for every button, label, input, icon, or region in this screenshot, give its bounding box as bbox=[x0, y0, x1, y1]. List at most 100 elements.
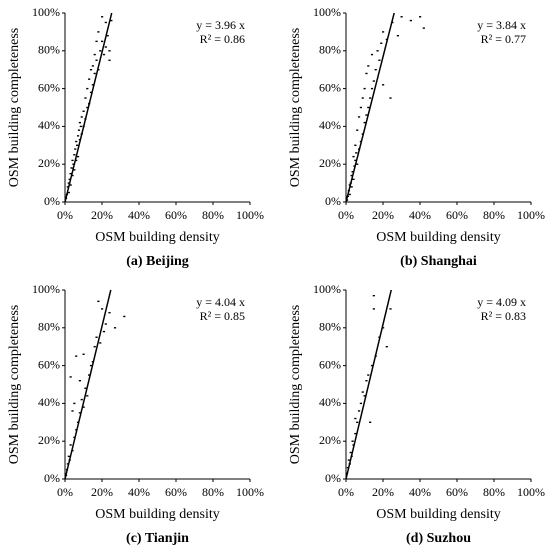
point bbox=[354, 417, 357, 420]
point bbox=[110, 19, 113, 22]
y-axis-label: OSM building completeness bbox=[7, 28, 22, 187]
point bbox=[347, 459, 350, 461]
point bbox=[367, 374, 370, 376]
x-tick-label: 100% bbox=[517, 485, 545, 499]
point bbox=[80, 116, 83, 118]
trendline bbox=[345, 289, 392, 480]
x-tick-label: 60% bbox=[165, 485, 187, 499]
y-tick-label: 100% bbox=[313, 282, 341, 296]
point bbox=[77, 129, 81, 131]
point bbox=[363, 121, 366, 124]
y-tick-label: 100% bbox=[32, 282, 60, 296]
point bbox=[104, 21, 107, 24]
point bbox=[372, 294, 375, 297]
x-tick-label: 80% bbox=[202, 208, 224, 222]
point bbox=[95, 59, 98, 61]
y-tick-label: 60% bbox=[319, 80, 341, 94]
point bbox=[372, 308, 375, 310]
point bbox=[99, 342, 102, 344]
point bbox=[367, 65, 370, 67]
panel-title: (a) Beijing bbox=[126, 254, 189, 269]
x-tick-label: 40% bbox=[128, 485, 150, 499]
point bbox=[86, 87, 89, 90]
trend-equation: y = 3.96 x bbox=[196, 18, 245, 32]
point bbox=[376, 50, 379, 52]
point bbox=[86, 106, 89, 109]
point bbox=[365, 72, 368, 75]
point bbox=[422, 27, 425, 29]
point bbox=[93, 53, 96, 56]
x-tick-label: 0% bbox=[57, 485, 73, 499]
x-tick-label: 40% bbox=[409, 485, 431, 499]
point bbox=[400, 16, 403, 18]
point bbox=[382, 327, 385, 329]
y-axis-label: OSM building completeness bbox=[288, 28, 303, 187]
point bbox=[71, 174, 74, 177]
point bbox=[73, 169, 76, 171]
y-tick-label: 0% bbox=[44, 194, 60, 208]
point bbox=[89, 364, 93, 367]
point bbox=[108, 59, 111, 61]
y-tick-label: 0% bbox=[44, 471, 60, 485]
point bbox=[73, 154, 76, 156]
point bbox=[355, 152, 358, 154]
point bbox=[350, 186, 353, 188]
point bbox=[370, 87, 374, 90]
x-tick-label: 20% bbox=[372, 208, 394, 222]
x-axis-label: OSM building density bbox=[376, 507, 500, 522]
point bbox=[101, 308, 104, 310]
point bbox=[363, 87, 366, 90]
point bbox=[95, 336, 98, 338]
point bbox=[78, 380, 81, 382]
point bbox=[80, 398, 83, 401]
r2-label: R² = 0.86 bbox=[200, 32, 245, 46]
x-tick-label: 60% bbox=[446, 208, 468, 222]
point bbox=[66, 463, 69, 465]
point bbox=[369, 97, 372, 99]
point bbox=[106, 34, 109, 37]
point bbox=[101, 40, 104, 43]
point bbox=[93, 346, 96, 348]
point bbox=[75, 355, 78, 357]
y-tick-label: 40% bbox=[38, 395, 60, 409]
point bbox=[93, 72, 96, 75]
y-tick-label: 60% bbox=[38, 80, 60, 94]
point bbox=[389, 308, 392, 310]
point bbox=[67, 182, 70, 184]
point bbox=[352, 178, 355, 181]
y-tick-label: 60% bbox=[38, 357, 60, 371]
x-tick-label: 40% bbox=[128, 208, 150, 222]
point bbox=[389, 97, 392, 99]
y-tick-label: 20% bbox=[319, 156, 341, 170]
point bbox=[108, 50, 111, 52]
trend-equation: y = 4.04 x bbox=[196, 295, 245, 309]
y-axis-label: OSM building completeness bbox=[7, 305, 22, 464]
point bbox=[351, 440, 354, 442]
x-axis-label: OSM building density bbox=[95, 507, 219, 522]
point bbox=[76, 155, 80, 158]
x-tick-label: 100% bbox=[236, 208, 264, 222]
point bbox=[69, 172, 72, 175]
r2-label: R² = 0.85 bbox=[200, 309, 245, 323]
point bbox=[69, 184, 72, 186]
x-tick-label: 20% bbox=[372, 485, 394, 499]
r2-label: R² = 0.83 bbox=[481, 309, 526, 323]
point bbox=[359, 402, 362, 405]
x-tick-label: 80% bbox=[483, 485, 505, 499]
point bbox=[378, 59, 381, 61]
point bbox=[76, 135, 80, 137]
point bbox=[356, 421, 359, 423]
y-tick-label: 100% bbox=[32, 5, 60, 19]
point bbox=[89, 69, 93, 71]
point bbox=[82, 353, 85, 355]
point bbox=[361, 391, 364, 393]
x-tick-label: 0% bbox=[338, 485, 354, 499]
point bbox=[357, 410, 361, 412]
point bbox=[67, 191, 70, 194]
point bbox=[419, 16, 422, 18]
point bbox=[68, 178, 71, 181]
point bbox=[374, 69, 377, 71]
point bbox=[101, 16, 104, 18]
y-tick-label: 0% bbox=[325, 471, 341, 485]
